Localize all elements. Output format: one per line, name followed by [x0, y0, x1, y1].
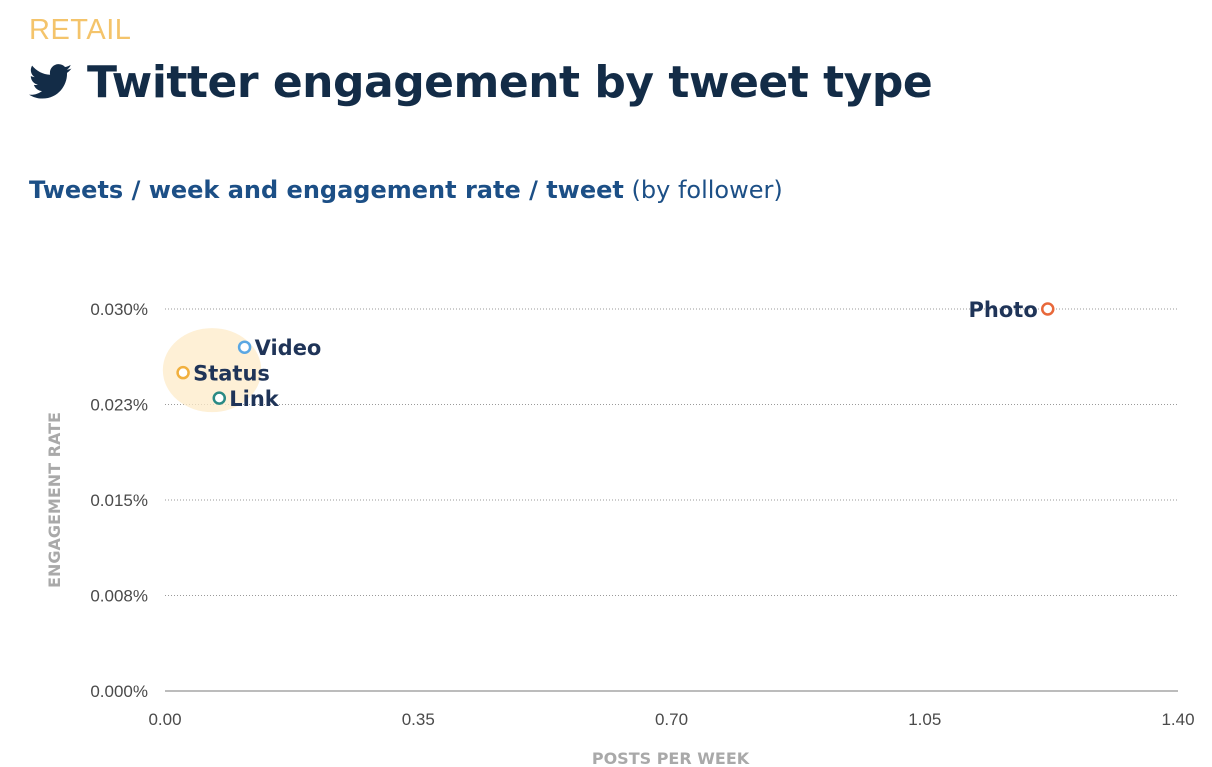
title-row: Twitter engagement by tweet type [29, 52, 933, 112]
point-label-photo: Photo [969, 298, 1038, 322]
page-title: Twitter engagement by tweet type [87, 56, 933, 108]
x-tick-label: 1.05 [908, 710, 941, 729]
point-link[interactable] [212, 391, 227, 405]
x-axis-title: POSTS PER WEEK [592, 749, 750, 767]
point-label-status: Status [193, 362, 270, 386]
point-video[interactable] [237, 340, 252, 354]
y-tick-label: 0.000% [90, 682, 148, 701]
x-tick-label: 0.70 [655, 710, 688, 729]
category-label: RETAIL [29, 14, 132, 46]
point-label-video: Video [255, 336, 322, 360]
x-tick-label: 1.40 [1161, 710, 1194, 729]
twitter-bird-icon [29, 64, 72, 99]
point-status[interactable] [176, 365, 190, 380]
y-tick-label: 0.015% [90, 491, 148, 510]
y-tick-label: 0.030% [90, 300, 148, 319]
highlight-layer [162, 328, 262, 413]
x-tick-label: 0.35 [402, 710, 435, 729]
x-tick-labels: 0.00 0.35 0.70 1.05 1.40 [148, 710, 1194, 729]
subtitle-suffix: (by follower) [631, 176, 783, 204]
y-tick-label: 0.008% [90, 587, 148, 606]
y-tick-labels: 0.000% 0.008% 0.015% 0.023% 0.030% [90, 300, 148, 701]
subtitle-main: Tweets / week and engagement rate / twee… [29, 176, 624, 204]
point-label-link: Link [229, 387, 280, 411]
highlight-circle [162, 328, 262, 413]
y-tick-label: 0.023% [90, 396, 148, 415]
point-photo[interactable] [1041, 302, 1055, 316]
x-tick-label: 0.00 [148, 710, 181, 729]
y-axis-title: ENGAGEMENT RATE [45, 412, 64, 588]
grid-layer [165, 308, 1178, 596]
chart-subtitle: Tweets / week and engagement rate / twee… [29, 176, 783, 204]
